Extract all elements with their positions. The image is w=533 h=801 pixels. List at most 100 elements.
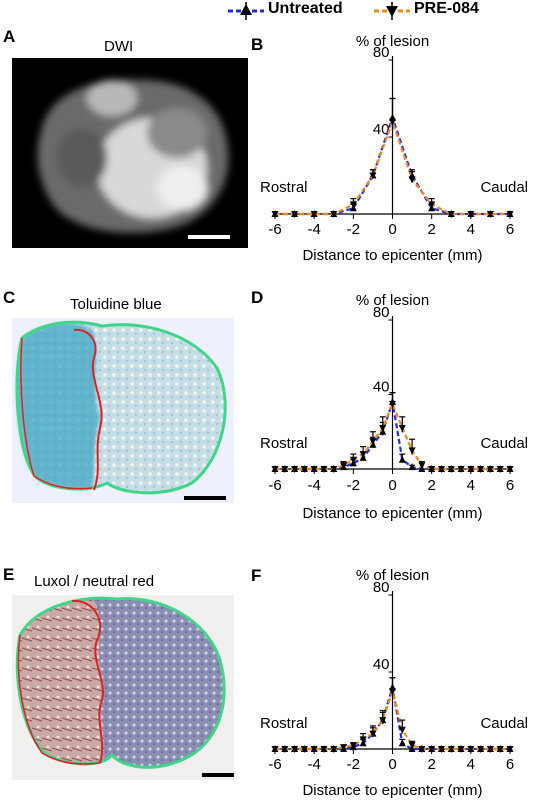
y-tick-label: 80	[373, 304, 390, 321]
x-axis-label: Distance to epicenter (mm)	[302, 247, 482, 264]
data-point-pre084	[271, 211, 279, 218]
data-point-pre084	[398, 726, 406, 734]
data-point-pre084	[369, 730, 377, 738]
data-point-pre084	[310, 466, 318, 473]
y-tick-label: 40	[373, 379, 390, 396]
data-point-pre084	[291, 466, 299, 473]
lesion-chart-f: % of lesion 40 80 -6 -4 -2 0 2 4 6 Distance to epi…	[260, 567, 528, 799]
x-tick-label: 6	[506, 756, 514, 773]
data-point-pre084	[300, 746, 308, 753]
data-point-pre084	[428, 201, 436, 209]
data-point-pre084	[389, 688, 396, 696]
data-point-pre084	[467, 211, 475, 218]
data-point-pre084	[330, 466, 338, 473]
data-point-pre084	[457, 466, 465, 473]
data-point-pre084	[379, 425, 387, 433]
x-tick-label: 6	[506, 221, 514, 238]
data-point-pre084	[349, 201, 357, 209]
y-tick-label: 80	[373, 579, 390, 596]
data-point-untreated	[408, 463, 416, 471]
data-point-pre084	[477, 746, 485, 753]
annotation-rostral: Rostral	[260, 715, 308, 732]
data-point-pre084	[437, 466, 445, 473]
x-tick-label: 0	[388, 477, 396, 494]
chart-title: % of lesion	[356, 292, 429, 309]
annotation-rostral: Rostral	[260, 435, 308, 452]
panel-label-a: A	[3, 27, 16, 46]
panel-title-c: Toluidine blue	[70, 296, 162, 313]
panel-title-a: DWI	[104, 38, 134, 55]
data-point-pre084	[447, 211, 455, 218]
data-point-pre084	[408, 742, 416, 750]
x-tick-label: -4	[307, 477, 320, 494]
data-point-pre084	[310, 746, 318, 753]
x-axis-label: Distance to epicenter (mm)	[302, 782, 482, 799]
legend-untreated-label: Untreated	[268, 0, 343, 17]
data-point-pre084	[447, 746, 455, 753]
y-tick-label: 40	[373, 656, 390, 673]
data-point-pre084	[486, 211, 494, 218]
data-point-pre084	[447, 466, 455, 473]
legend-pre084-symbol	[374, 2, 410, 20]
dwi-mri-image	[12, 58, 248, 248]
data-point-pre084	[418, 462, 426, 470]
data-point-pre084	[369, 172, 377, 180]
data-point-pre084	[300, 466, 308, 473]
x-tick-label: -6	[268, 756, 281, 773]
data-point-pre084	[379, 717, 387, 725]
data-point-pre084	[418, 746, 426, 753]
data-point-pre084	[281, 746, 289, 753]
data-point-pre084	[408, 447, 416, 455]
lesion-chart-b: % of lesion 40 80 -6 -4 -2 0 2 4 6 Distance to epi…	[260, 33, 528, 264]
x-tick-label: -6	[268, 477, 281, 494]
panel-title-e: Luxol / neutral red	[34, 573, 155, 590]
data-point-pre084	[496, 466, 504, 473]
data-point-pre084	[320, 746, 328, 753]
lesion-chart-d: % of lesion 40 80 -6 -4 -2 0 2 4 6 Distance to epi…	[260, 292, 528, 522]
data-point-pre084	[320, 466, 328, 473]
x-tick-label: -6	[268, 221, 281, 238]
data-point-pre084	[428, 466, 436, 473]
x-tick-label: 0	[388, 221, 396, 238]
x-tick-label: -2	[347, 756, 360, 773]
data-point-pre084	[398, 425, 406, 433]
scale-bar-e	[202, 773, 234, 777]
data-point-pre084	[389, 400, 396, 408]
x-tick-label: 4	[467, 756, 475, 773]
x-tick-label: 6	[506, 477, 514, 494]
toluidine-blue-image	[12, 318, 234, 503]
data-point-pre084	[457, 746, 465, 753]
chart-title: % of lesion	[356, 567, 429, 584]
data-point-pre084	[359, 736, 367, 744]
data-point-pre084	[349, 742, 357, 750]
x-tick-label: 4	[467, 221, 475, 238]
x-tick-label: -2	[347, 221, 360, 238]
panel-label-e: E	[3, 565, 15, 584]
data-point-pre084	[310, 211, 318, 218]
annotation-caudal: Caudal	[480, 179, 528, 196]
data-point-pre084	[428, 746, 436, 753]
x-tick-label: -4	[307, 756, 320, 773]
x-tick-label: 2	[427, 221, 435, 238]
annotation-rostral: Rostral	[260, 179, 308, 196]
data-point-pre084	[467, 746, 475, 753]
annotation-caudal: Caudal	[480, 435, 528, 452]
x-tick-label: 0	[388, 756, 396, 773]
panel-label-c: C	[3, 288, 16, 307]
y-tick-label: 40	[373, 121, 390, 138]
data-point-pre084	[467, 466, 475, 473]
data-point-pre084	[271, 466, 279, 473]
panel-label-f: F	[251, 566, 262, 585]
legend-pre084-label: PRE-084	[414, 0, 479, 17]
data-point-pre084	[330, 211, 338, 218]
scale-bar-a	[188, 235, 230, 239]
luxol-neutral-red-image	[12, 595, 234, 780]
data-point-pre084	[340, 462, 348, 470]
data-point-untreated	[398, 455, 406, 463]
x-axis-label: Distance to epicenter (mm)	[302, 505, 482, 522]
data-point-untreated	[398, 739, 406, 747]
chart-title: % of lesion	[356, 33, 429, 50]
panel-label-d: D	[251, 288, 264, 307]
data-point-pre084	[291, 746, 299, 753]
data-point-pre084	[408, 176, 416, 184]
